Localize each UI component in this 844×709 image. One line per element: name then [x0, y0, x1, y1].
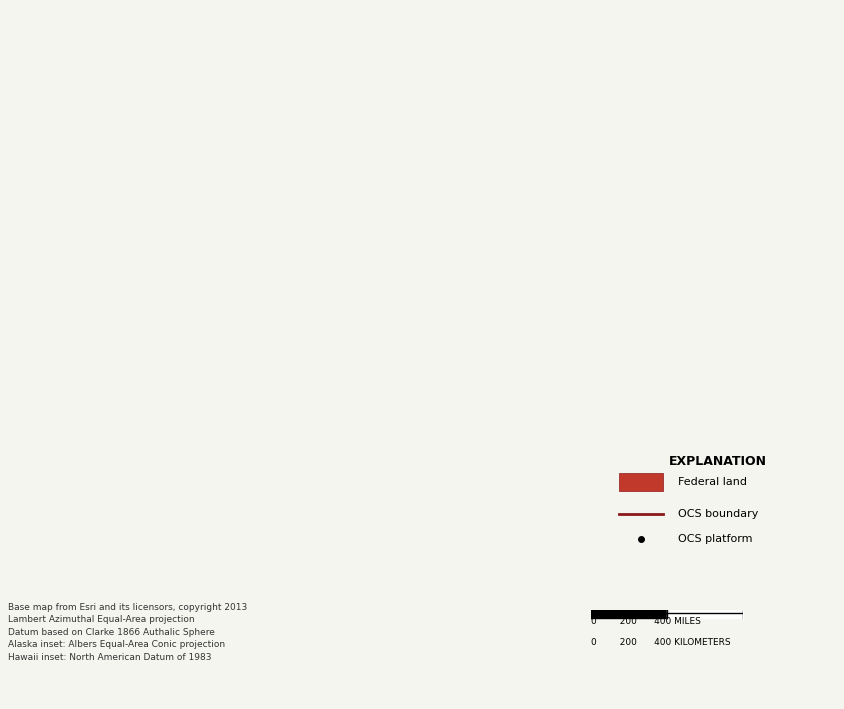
Text: 0        200      400 KILOMETERS: 0 200 400 KILOMETERS [591, 638, 730, 647]
Bar [619, 473, 663, 491]
Text: OCS boundary: OCS boundary [678, 508, 758, 518]
Text: EXPLANATION: EXPLANATION [668, 455, 766, 468]
Text: OCS platform: OCS platform [678, 534, 752, 544]
Text: 0        200      400 MILES: 0 200 400 MILES [591, 617, 701, 626]
Text: Base map from Esri and its licensors, copyright 2013
Lambert Azimuthal Equal-Are: Base map from Esri and its licensors, co… [8, 603, 247, 661]
Text: Federal land: Federal land [678, 476, 747, 486]
